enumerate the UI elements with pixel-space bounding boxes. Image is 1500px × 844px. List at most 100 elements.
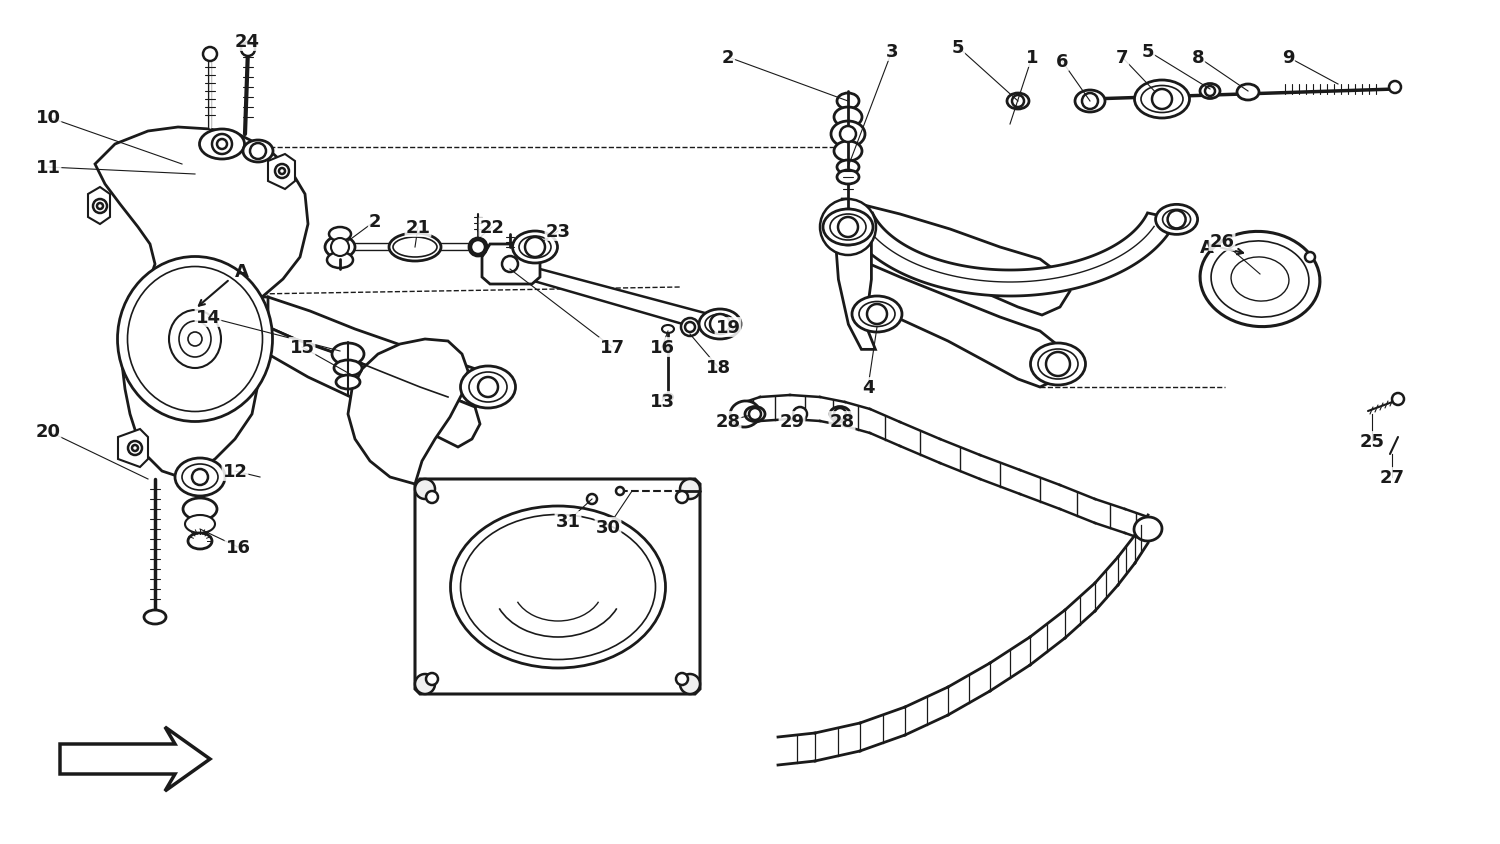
Text: 30: 30 xyxy=(596,518,621,537)
Circle shape xyxy=(211,135,232,154)
Ellipse shape xyxy=(470,239,488,257)
Ellipse shape xyxy=(831,122,866,148)
Text: 26: 26 xyxy=(1209,233,1234,251)
Polygon shape xyxy=(118,430,148,468)
Circle shape xyxy=(1204,87,1215,97)
Ellipse shape xyxy=(852,296,901,333)
Ellipse shape xyxy=(200,130,244,160)
Ellipse shape xyxy=(1076,91,1106,113)
Circle shape xyxy=(1046,353,1070,376)
Text: 22: 22 xyxy=(480,219,504,236)
Text: 1: 1 xyxy=(1026,49,1038,67)
Circle shape xyxy=(93,200,106,214)
Ellipse shape xyxy=(1134,81,1190,119)
Circle shape xyxy=(202,48,217,62)
Ellipse shape xyxy=(1200,84,1219,100)
Text: 12: 12 xyxy=(222,463,248,480)
Text: 10: 10 xyxy=(36,109,60,127)
Circle shape xyxy=(586,495,597,505)
Circle shape xyxy=(681,319,699,337)
Text: 5: 5 xyxy=(951,39,964,57)
Text: 23: 23 xyxy=(546,223,570,241)
Ellipse shape xyxy=(834,142,862,162)
Circle shape xyxy=(680,479,700,500)
Ellipse shape xyxy=(327,252,352,268)
Ellipse shape xyxy=(1200,232,1320,327)
Ellipse shape xyxy=(663,394,674,401)
Polygon shape xyxy=(88,187,110,225)
Circle shape xyxy=(416,674,435,694)
Circle shape xyxy=(217,140,226,150)
Ellipse shape xyxy=(1238,85,1258,101)
Ellipse shape xyxy=(513,232,558,263)
Polygon shape xyxy=(514,257,722,334)
Circle shape xyxy=(478,377,498,398)
Ellipse shape xyxy=(326,236,356,259)
Text: 2: 2 xyxy=(369,213,381,230)
Text: 21: 21 xyxy=(405,219,430,236)
Polygon shape xyxy=(268,154,296,190)
Text: 18: 18 xyxy=(705,359,730,376)
Circle shape xyxy=(821,200,876,256)
Polygon shape xyxy=(94,127,308,478)
Ellipse shape xyxy=(188,333,202,347)
Ellipse shape xyxy=(1155,205,1197,235)
Text: 25: 25 xyxy=(1359,432,1384,451)
Ellipse shape xyxy=(834,108,862,127)
Ellipse shape xyxy=(1134,517,1162,541)
Text: 5: 5 xyxy=(1142,43,1154,61)
Text: 4: 4 xyxy=(861,379,874,397)
Text: 20: 20 xyxy=(36,423,60,441)
Circle shape xyxy=(192,469,208,485)
Polygon shape xyxy=(348,339,468,484)
Text: 19: 19 xyxy=(716,319,741,337)
Circle shape xyxy=(616,488,624,495)
Ellipse shape xyxy=(837,94,860,110)
Circle shape xyxy=(1082,94,1098,110)
Circle shape xyxy=(710,315,730,334)
Circle shape xyxy=(680,674,700,694)
Circle shape xyxy=(132,446,138,452)
Circle shape xyxy=(1392,393,1404,405)
Text: 2: 2 xyxy=(722,49,735,67)
Ellipse shape xyxy=(388,234,441,262)
Ellipse shape xyxy=(328,228,351,241)
Ellipse shape xyxy=(1030,344,1086,386)
Circle shape xyxy=(274,165,290,179)
Text: 7: 7 xyxy=(1116,49,1128,67)
Circle shape xyxy=(128,441,142,456)
Circle shape xyxy=(279,169,285,175)
Polygon shape xyxy=(482,245,540,284)
Text: 14: 14 xyxy=(195,309,220,327)
Ellipse shape xyxy=(176,458,225,496)
Ellipse shape xyxy=(662,326,674,333)
Ellipse shape xyxy=(336,376,360,390)
Polygon shape xyxy=(60,728,210,791)
Text: 6: 6 xyxy=(1056,53,1068,71)
Circle shape xyxy=(1152,90,1172,110)
Text: 28: 28 xyxy=(716,413,741,430)
Circle shape xyxy=(676,491,688,503)
Polygon shape xyxy=(416,479,700,694)
Text: 29: 29 xyxy=(780,413,804,430)
Circle shape xyxy=(426,674,438,685)
Circle shape xyxy=(748,408,760,420)
Text: 15: 15 xyxy=(290,338,315,356)
Text: 28: 28 xyxy=(830,413,855,430)
Ellipse shape xyxy=(824,210,873,246)
Ellipse shape xyxy=(332,239,350,257)
Circle shape xyxy=(830,210,866,246)
Text: 9: 9 xyxy=(1281,49,1294,67)
Ellipse shape xyxy=(830,407,850,422)
Text: A: A xyxy=(1200,239,1214,257)
Text: 17: 17 xyxy=(600,338,624,356)
Ellipse shape xyxy=(184,516,214,533)
Circle shape xyxy=(1305,252,1316,262)
Ellipse shape xyxy=(837,161,860,175)
Ellipse shape xyxy=(699,310,741,339)
Ellipse shape xyxy=(730,402,760,428)
Circle shape xyxy=(242,43,255,57)
Ellipse shape xyxy=(837,170,860,185)
Ellipse shape xyxy=(450,506,666,668)
Circle shape xyxy=(840,219,856,235)
